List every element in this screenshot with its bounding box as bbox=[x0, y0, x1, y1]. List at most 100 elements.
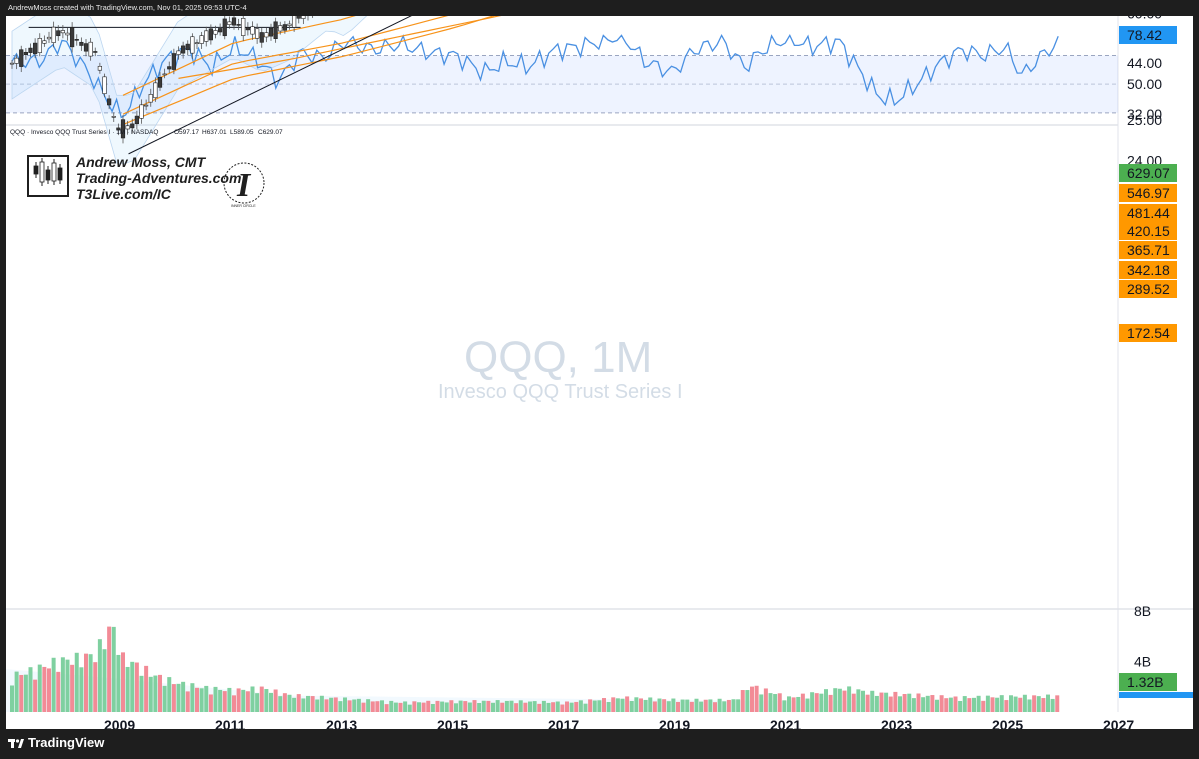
volume-bar bbox=[726, 699, 731, 712]
moving-average-badge bbox=[1119, 241, 1177, 259]
volume-bar bbox=[911, 698, 916, 712]
volume-bar bbox=[874, 695, 879, 712]
candle-body bbox=[292, 16, 297, 28]
volume-bar bbox=[666, 701, 671, 712]
inner-circle-icon bbox=[223, 162, 265, 204]
volume-bar bbox=[430, 703, 435, 712]
inner-circle-label: INNER CIRCLE bbox=[231, 204, 256, 208]
volume-bar bbox=[551, 702, 556, 712]
volume-bar bbox=[144, 665, 149, 712]
volume-bar bbox=[463, 701, 468, 712]
volume-bar bbox=[273, 689, 278, 712]
candle-body bbox=[171, 53, 176, 70]
volume-bar bbox=[116, 654, 121, 712]
volume-bar bbox=[1004, 700, 1009, 712]
moving-average-line-2 bbox=[122, 16, 449, 115]
chart-credit: AndrewMoss created with TradingView.com,… bbox=[8, 3, 247, 12]
author-name: Andrew Moss, CMT bbox=[75, 154, 207, 170]
candle-body bbox=[268, 27, 274, 37]
volume-bar bbox=[851, 693, 856, 712]
volume-bar bbox=[833, 688, 838, 712]
volume-bar bbox=[708, 699, 713, 712]
logo-candle-body bbox=[45, 169, 51, 181]
volume-bar bbox=[495, 700, 500, 712]
candle-body bbox=[42, 40, 47, 44]
volume-bar bbox=[301, 698, 306, 712]
volume-bar bbox=[255, 693, 260, 712]
volume-bar bbox=[898, 696, 902, 712]
candle-body bbox=[176, 50, 181, 55]
volume-bar bbox=[477, 703, 482, 712]
volume-bar bbox=[370, 701, 375, 712]
candle-body bbox=[23, 51, 28, 56]
candle-body bbox=[190, 36, 195, 54]
volume-bar bbox=[79, 667, 84, 712]
volume-bar bbox=[555, 701, 560, 712]
volume-bar bbox=[870, 690, 875, 712]
volume-bar bbox=[578, 700, 583, 712]
volume-bar bbox=[102, 649, 107, 712]
volume-bar bbox=[380, 700, 384, 712]
candle-body bbox=[213, 30, 218, 35]
candle-body bbox=[264, 32, 269, 38]
time-axis-label: 2025 bbox=[992, 717, 1023, 729]
volume-bar bbox=[518, 700, 523, 712]
candle-body bbox=[296, 16, 301, 19]
tradingview-icon bbox=[8, 738, 24, 748]
volume-bar bbox=[541, 700, 546, 712]
candle-body bbox=[37, 38, 42, 54]
chart-svg[interactable]: 50.0025.0024.0032.0044.0060.0080.00110.0… bbox=[6, 16, 1193, 729]
candle-body bbox=[33, 42, 38, 55]
volume-bar bbox=[921, 697, 926, 712]
volume-bar bbox=[588, 699, 593, 712]
logo-candle-body bbox=[57, 167, 63, 181]
candle-body bbox=[218, 28, 223, 33]
volume-bar bbox=[842, 690, 847, 712]
volume-value-badge-text: 1.32B bbox=[1127, 674, 1164, 690]
volume-bar bbox=[218, 689, 223, 712]
time-axis-label: 2027 bbox=[1103, 717, 1134, 729]
volume-bar bbox=[504, 700, 509, 712]
moving-average-badge-text: 420.15 bbox=[1127, 223, 1170, 239]
volume-bar bbox=[671, 698, 676, 712]
volume-bar bbox=[537, 703, 542, 712]
volume-bar bbox=[995, 697, 1000, 712]
volume-bar bbox=[338, 701, 343, 712]
candle-body bbox=[208, 28, 213, 41]
volume-bar bbox=[967, 698, 972, 712]
volume-bar bbox=[800, 693, 805, 712]
chart-frame[interactable]: 50.0025.0024.0032.0044.0060.0080.00110.0… bbox=[6, 16, 1193, 729]
legend-close: C629.07 bbox=[258, 129, 283, 136]
volume-bar bbox=[648, 697, 653, 712]
time-axis-label: 2017 bbox=[548, 717, 579, 729]
volume-bar bbox=[407, 704, 412, 712]
volume-bar bbox=[278, 696, 283, 712]
candle-body bbox=[259, 32, 264, 43]
volume-bar bbox=[1046, 694, 1050, 712]
volume-bar bbox=[23, 674, 28, 712]
moving-average-badge-text: 481.44 bbox=[1127, 205, 1170, 221]
candle-body bbox=[14, 57, 19, 64]
candle-body bbox=[245, 27, 250, 31]
volume-bar bbox=[195, 687, 199, 712]
tradingview-logo[interactable]: TradingView bbox=[8, 735, 104, 750]
moving-average-badge-text: 342.18 bbox=[1127, 262, 1170, 278]
volume-bar bbox=[791, 697, 796, 712]
volume-bar bbox=[1018, 697, 1023, 712]
volume-bar bbox=[282, 693, 287, 712]
volume-bar bbox=[694, 698, 699, 712]
volume-bar bbox=[1041, 698, 1046, 712]
candle-body bbox=[250, 26, 255, 35]
volume-bar bbox=[939, 695, 944, 712]
volume-bar bbox=[93, 662, 98, 712]
volume-bar bbox=[990, 697, 995, 712]
bollinger-band bbox=[11, 16, 368, 164]
candle-body bbox=[79, 41, 84, 46]
volume-bar bbox=[615, 698, 620, 712]
volume-bar bbox=[717, 698, 722, 712]
moving-average-line-4 bbox=[178, 16, 502, 79]
candle-body bbox=[167, 66, 172, 70]
volume-bar bbox=[847, 686, 852, 712]
volume-bar bbox=[893, 691, 898, 712]
candle-body bbox=[144, 104, 149, 107]
